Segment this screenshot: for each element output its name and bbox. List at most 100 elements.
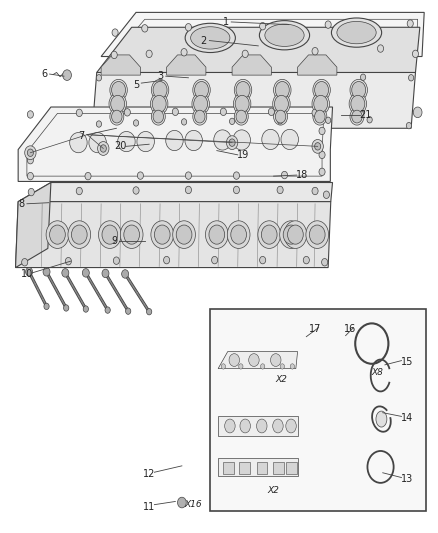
Circle shape [151,108,165,125]
Ellipse shape [214,130,231,150]
Circle shape [100,145,106,152]
Circle shape [306,221,328,248]
Circle shape [271,354,281,367]
Circle shape [181,49,187,56]
Text: 12: 12 [143,469,155,479]
Circle shape [46,221,69,248]
Circle shape [313,79,330,101]
Circle shape [173,221,195,248]
Circle shape [112,29,118,36]
Circle shape [142,25,148,32]
Circle shape [360,74,366,80]
Circle shape [111,95,125,112]
Circle shape [192,93,209,115]
Circle shape [258,221,281,248]
Polygon shape [18,182,332,201]
Text: 5: 5 [133,80,139,90]
Circle shape [312,109,318,117]
Ellipse shape [332,18,381,47]
Circle shape [96,121,102,127]
Circle shape [177,497,186,508]
Ellipse shape [376,411,387,427]
Ellipse shape [337,21,376,44]
Circle shape [234,108,248,125]
Ellipse shape [281,130,298,150]
Circle shape [102,269,109,278]
Circle shape [407,20,413,27]
Polygon shape [97,27,420,72]
Circle shape [76,109,82,117]
Circle shape [312,187,318,195]
Ellipse shape [89,133,106,153]
Ellipse shape [265,24,304,46]
Circle shape [65,257,71,265]
Circle shape [76,187,82,195]
Ellipse shape [257,419,267,433]
Circle shape [63,70,71,80]
Circle shape [122,270,129,278]
Polygon shape [232,55,272,75]
Circle shape [236,82,250,99]
Ellipse shape [286,419,296,433]
Bar [223,462,234,474]
Circle shape [193,108,207,125]
Circle shape [319,151,325,159]
Circle shape [233,93,251,115]
Circle shape [325,21,331,28]
Circle shape [352,82,366,99]
Polygon shape [15,182,51,268]
Circle shape [239,364,243,369]
Text: X16: X16 [184,500,201,509]
Circle shape [193,79,210,101]
Polygon shape [18,107,332,181]
Circle shape [25,268,32,276]
Circle shape [350,108,364,125]
Circle shape [233,186,240,193]
Ellipse shape [259,21,310,50]
Circle shape [105,307,110,313]
Circle shape [242,50,248,58]
Circle shape [25,146,36,160]
Circle shape [312,47,318,55]
Circle shape [163,256,170,264]
Circle shape [62,269,69,277]
Text: 15: 15 [401,357,413,367]
Polygon shape [101,12,424,56]
Circle shape [151,221,173,248]
Text: 1: 1 [223,17,229,27]
Circle shape [153,82,167,99]
Circle shape [273,93,290,115]
Circle shape [194,95,208,112]
Circle shape [276,82,289,99]
Polygon shape [166,55,206,75]
Circle shape [112,110,122,123]
Circle shape [209,225,225,244]
Circle shape [176,225,192,244]
Circle shape [185,172,191,179]
Circle shape [126,308,131,314]
Circle shape [314,82,328,99]
Circle shape [150,93,168,115]
Text: 17: 17 [309,324,321,334]
Circle shape [261,364,265,369]
Polygon shape [101,55,141,75]
Text: 21: 21 [359,110,371,120]
Circle shape [124,225,140,244]
Circle shape [274,108,288,125]
Circle shape [111,51,117,59]
Circle shape [260,22,266,30]
Circle shape [226,136,238,150]
Circle shape [83,306,88,312]
Circle shape [138,172,144,179]
Circle shape [349,93,367,115]
Text: 16: 16 [344,324,356,334]
Circle shape [229,139,235,147]
Circle shape [110,79,127,101]
Circle shape [229,354,240,367]
Circle shape [350,79,367,101]
Circle shape [227,221,250,248]
Circle shape [205,221,228,248]
Circle shape [313,108,327,125]
Text: X8: X8 [372,368,384,377]
Circle shape [43,268,50,276]
